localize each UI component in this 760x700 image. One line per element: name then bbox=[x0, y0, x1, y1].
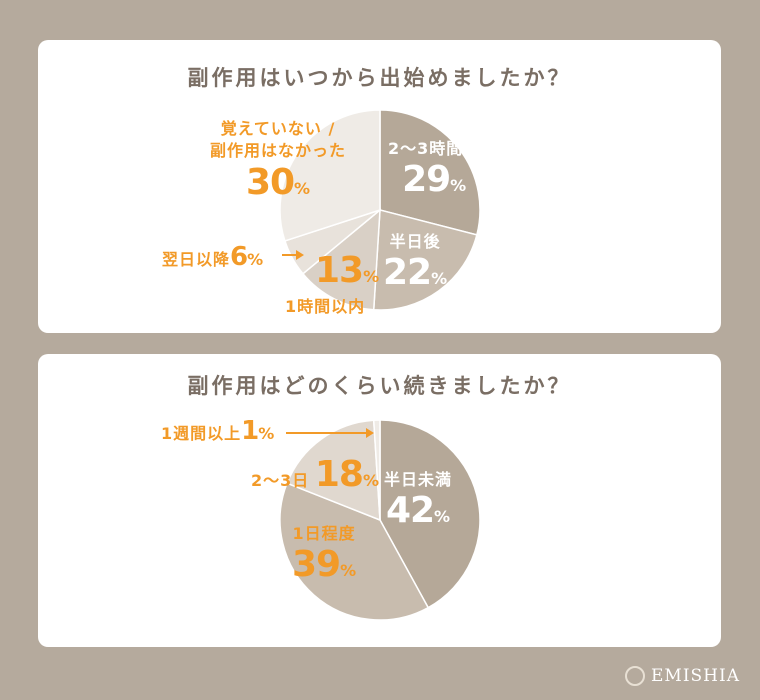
data-label-slice-4: 1週間以上1% bbox=[161, 416, 275, 446]
logo-icon bbox=[625, 666, 645, 686]
pie-slice bbox=[372, 419, 381, 521]
data-label-slice-3: 2〜3日 18% bbox=[251, 454, 379, 495]
chart-title: 副作用はどのくらい続きましたか？ bbox=[187, 374, 572, 398]
brand-logo: EMISHIA bbox=[625, 666, 740, 686]
chart-card-onset: 副作用はいつから出始めましたか？ 2〜3時間後 29% 半日後 22% 13% … bbox=[38, 40, 721, 333]
pie-slice bbox=[301, 208, 381, 311]
data-label-slice-3-value: 13% bbox=[315, 250, 380, 291]
data-label-slice-1: 2〜3時間後 29% bbox=[388, 139, 481, 200]
data-label-slice-3-name: 1時間以内 bbox=[285, 297, 366, 316]
chart-card-duration: 副作用はどのくらい続きましたか？ 半日未満 42% 1日程度 39% 2〜3日 … bbox=[38, 354, 721, 647]
pie-slice bbox=[372, 209, 478, 311]
data-label-slice-4: 翌日以降6% bbox=[162, 242, 264, 272]
chart-title: 副作用はいつから出始めましたか？ bbox=[187, 66, 572, 90]
arrow-icon bbox=[286, 428, 374, 438]
data-label-slice-5: 覚えていない / 副作用はなかった 30% bbox=[210, 119, 347, 203]
arrow-icon bbox=[282, 250, 304, 260]
pie-slice bbox=[379, 419, 481, 609]
pie-slice bbox=[279, 482, 430, 621]
brand-name: EMISHIA bbox=[651, 666, 740, 686]
pie-slice bbox=[286, 419, 381, 522]
data-label-slice-2: 半日後 22% bbox=[383, 232, 448, 293]
pie-slice bbox=[279, 109, 381, 242]
pie-slice bbox=[379, 109, 481, 236]
pie-chart-duration bbox=[279, 419, 481, 621]
data-label-slice-1: 半日未満 42% bbox=[384, 470, 453, 531]
data-label-slice-2: 1日程度 39% bbox=[292, 524, 357, 585]
pie-chart-onset bbox=[279, 109, 481, 311]
